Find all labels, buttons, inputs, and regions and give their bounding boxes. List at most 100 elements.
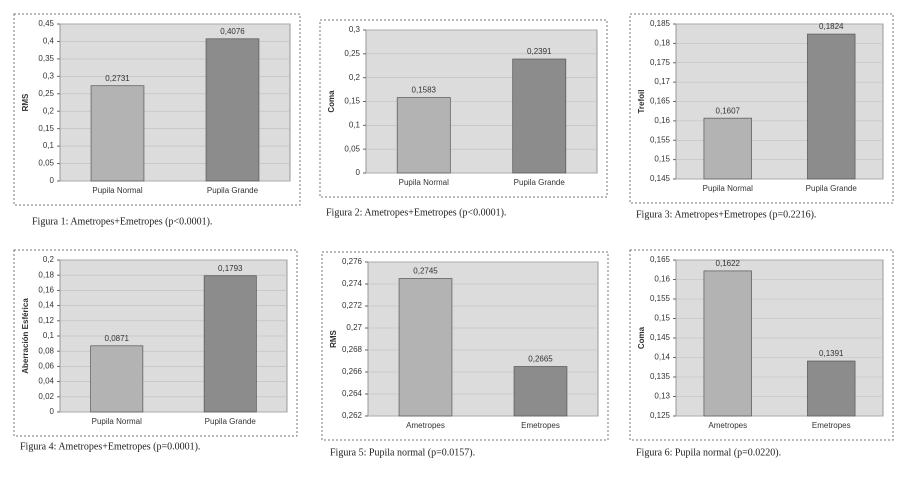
value-label: 0,2665 bbox=[528, 355, 553, 364]
value-label: 0,1793 bbox=[218, 264, 243, 273]
y-tick-label: 0,155 bbox=[650, 135, 671, 144]
x-tick-label: Pupila Grande bbox=[205, 417, 257, 426]
value-label: 0,1824 bbox=[819, 22, 844, 31]
value-label: 0,2745 bbox=[413, 267, 438, 276]
y-axis-label: Trefoil bbox=[637, 89, 646, 113]
y-axis-label: Aberración Esférica bbox=[21, 298, 30, 374]
y-tick-label: 0,06 bbox=[38, 362, 54, 371]
x-tick-label: Ametropes bbox=[708, 421, 747, 430]
y-tick-label: 0,155 bbox=[650, 294, 671, 303]
y-tick-label: 0,1 bbox=[349, 120, 361, 129]
y-tick-label: 0,145 bbox=[650, 174, 671, 183]
y-tick-label: 0,14 bbox=[38, 301, 54, 310]
y-tick-label: 0,35 bbox=[38, 54, 54, 63]
y-tick-label: 0,175 bbox=[650, 58, 671, 67]
y-tick-label: 0,15 bbox=[654, 314, 670, 323]
bar bbox=[203, 275, 257, 413]
y-tick-label: 0,17 bbox=[654, 77, 670, 86]
y-tick-label: 0,25 bbox=[38, 89, 54, 98]
y-tick-label: 0 bbox=[50, 176, 55, 185]
y-tick-label: 0,02 bbox=[38, 392, 54, 401]
y-tick-label: 0,27 bbox=[346, 323, 362, 332]
y-tick-label: 0,3 bbox=[43, 71, 55, 80]
x-tick-label: Pupila Grande bbox=[514, 178, 566, 187]
y-axis-label: Coma bbox=[327, 90, 336, 113]
x-tick-label: Pupila Normal bbox=[703, 184, 753, 193]
caption: Figura 6: Pupila normal (p=0.0220). bbox=[636, 447, 781, 458]
y-tick-label: 0,266 bbox=[342, 367, 363, 376]
x-tick-label: Pupila Normal bbox=[399, 178, 449, 187]
y-tick-label: 0,276 bbox=[342, 257, 363, 266]
y-tick-label: 0,15 bbox=[654, 155, 670, 164]
y-axis-label: Coma bbox=[637, 326, 646, 349]
x-tick-label: Pupila Grande bbox=[806, 184, 858, 193]
y-tick-label: 0,12 bbox=[38, 316, 54, 325]
caption: Figura 4: Ametropes+Emetropes (p=0.0001)… bbox=[20, 441, 200, 452]
caption: Figura 1: Ametropes+Emetropes (p<0.0001)… bbox=[32, 216, 212, 227]
y-tick-label: 0,145 bbox=[650, 333, 671, 342]
bar bbox=[703, 270, 752, 417]
y-tick-label: 0 bbox=[356, 168, 361, 177]
caption: Figura 5: Pupila normal (p=0.0157). bbox=[330, 447, 475, 458]
y-tick-label: 0,16 bbox=[654, 116, 670, 125]
y-tick-label: 0,125 bbox=[650, 411, 671, 420]
caption: Figura 3: Ametropes+Emetropes (p=0.2216)… bbox=[636, 209, 816, 220]
y-tick-label: 0,16 bbox=[38, 286, 54, 295]
bar bbox=[807, 33, 856, 180]
x-tick-label: Emetropes bbox=[521, 421, 560, 430]
y-tick-label: 0,262 bbox=[342, 411, 363, 420]
y-tick-label: 0,165 bbox=[650, 255, 671, 264]
bar bbox=[205, 38, 260, 182]
x-tick-label: Ametropes bbox=[406, 421, 445, 430]
y-tick-label: 0,14 bbox=[654, 353, 670, 362]
y-tick-label: 0,18 bbox=[38, 270, 54, 279]
x-tick-label: Emetropes bbox=[812, 421, 851, 430]
y-tick-label: 0,272 bbox=[342, 301, 363, 310]
y-tick-label: 0,45 bbox=[38, 19, 54, 28]
y-tick-label: 0,25 bbox=[344, 49, 360, 58]
y-tick-label: 0,15 bbox=[38, 124, 54, 133]
y-tick-label: 0,135 bbox=[650, 372, 671, 381]
value-label: 0,2391 bbox=[527, 47, 552, 56]
caption: Figura 2: Ametropes+Emetropes (p<0.0001)… bbox=[326, 207, 506, 218]
y-tick-label: 0,274 bbox=[342, 279, 363, 288]
bar bbox=[396, 97, 451, 174]
y-axis-label: RMS bbox=[21, 93, 30, 111]
y-tick-label: 0,2 bbox=[43, 255, 55, 264]
bar bbox=[398, 278, 453, 417]
bar bbox=[90, 85, 145, 182]
y-tick-label: 0,264 bbox=[342, 389, 363, 398]
y-tick-label: 0,05 bbox=[38, 159, 54, 168]
value-label: 0,4076 bbox=[220, 27, 245, 36]
y-tick-label: 0,05 bbox=[344, 144, 360, 153]
bar bbox=[512, 58, 567, 174]
y-tick-label: 0,3 bbox=[349, 25, 361, 34]
y-axis-label: RMS bbox=[329, 329, 338, 347]
bar bbox=[703, 117, 752, 180]
bar bbox=[807, 360, 856, 417]
y-tick-label: 0,268 bbox=[342, 345, 363, 354]
value-label: 0,1622 bbox=[716, 259, 741, 268]
y-tick-label: 0,16 bbox=[654, 275, 670, 284]
y-tick-label: 0,4 bbox=[43, 37, 55, 46]
y-tick-label: 0,185 bbox=[650, 19, 671, 28]
y-tick-label: 0,165 bbox=[650, 97, 671, 106]
y-tick-label: 0,1 bbox=[43, 141, 55, 150]
y-tick-label: 0,2 bbox=[349, 73, 361, 82]
x-tick-label: Pupila Grande bbox=[207, 186, 259, 195]
value-label: 0,1583 bbox=[412, 86, 437, 95]
bar bbox=[513, 366, 568, 417]
y-tick-label: 0,08 bbox=[38, 346, 54, 355]
y-tick-label: 0,2 bbox=[43, 106, 55, 115]
y-tick-label: 0,1 bbox=[43, 331, 55, 340]
y-tick-label: 0,15 bbox=[344, 97, 360, 106]
y-tick-label: 0 bbox=[50, 407, 55, 416]
value-label: 0,2731 bbox=[105, 74, 130, 83]
value-label: 0,0871 bbox=[105, 334, 130, 343]
x-tick-label: Pupila Normal bbox=[92, 417, 142, 426]
y-tick-label: 0,18 bbox=[654, 38, 670, 47]
value-label: 0,1391 bbox=[819, 349, 844, 358]
x-tick-label: Pupila Normal bbox=[92, 186, 142, 195]
